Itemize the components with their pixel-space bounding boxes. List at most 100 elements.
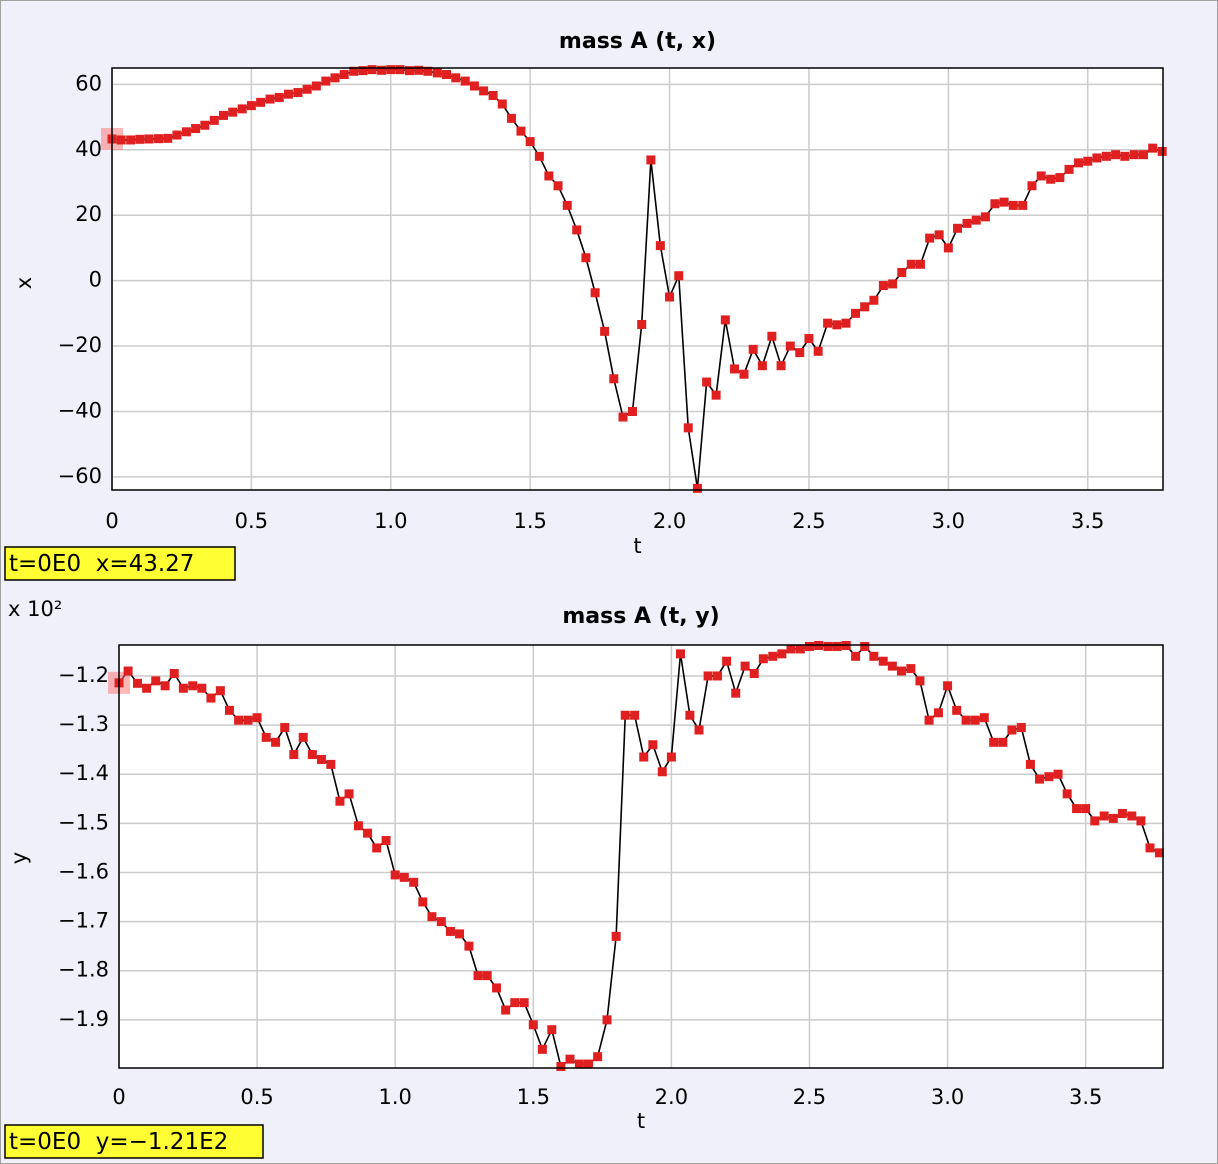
data-point xyxy=(646,155,656,165)
data-point xyxy=(600,326,610,336)
data-point xyxy=(488,90,498,100)
y-tick-label: −20 xyxy=(58,333,102,357)
data-point xyxy=(574,1059,584,1069)
chart-title: mass A (t, y) xyxy=(562,604,719,629)
data-point xyxy=(620,710,630,720)
x-tick-label: 0 xyxy=(112,1085,125,1109)
data-point xyxy=(367,65,377,75)
data-point xyxy=(748,344,758,354)
data-point xyxy=(464,941,474,951)
plot-area xyxy=(119,645,1163,1068)
data-point xyxy=(572,225,582,235)
data-point xyxy=(637,319,647,329)
data-point xyxy=(618,412,628,422)
data-point xyxy=(730,364,740,374)
data-point xyxy=(528,1020,538,1030)
data-point xyxy=(685,710,695,720)
data-point xyxy=(307,750,317,760)
y-tick-label: −1.8 xyxy=(58,958,109,982)
x-tick-label: 3.5 xyxy=(1069,1085,1102,1109)
data-point xyxy=(339,70,349,80)
data-point xyxy=(584,1059,594,1069)
data-point xyxy=(739,369,749,379)
data-point xyxy=(1027,181,1037,191)
x-tick-label: 3.0 xyxy=(931,1085,964,1109)
data-point xyxy=(418,897,428,907)
plot-frame xyxy=(118,644,1164,1069)
data-point xyxy=(501,1005,511,1015)
data-point xyxy=(492,983,502,993)
data-point xyxy=(823,318,833,328)
data-point xyxy=(1053,769,1063,779)
data-point xyxy=(1138,150,1148,160)
data-point xyxy=(1148,143,1158,153)
data-point xyxy=(482,971,492,981)
data-point xyxy=(537,1044,547,1054)
data-point xyxy=(1101,151,1111,161)
data-point xyxy=(731,688,741,698)
data-point xyxy=(970,715,980,725)
data-point xyxy=(565,1054,575,1064)
readout-text: t=0E0 x=43.27 xyxy=(9,551,194,577)
data-point xyxy=(999,197,1009,207)
data-point xyxy=(349,66,359,76)
data-point xyxy=(442,70,452,80)
data-point xyxy=(979,713,989,723)
data-point xyxy=(639,752,649,762)
x-tick-label: 1.5 xyxy=(517,1085,550,1109)
data-point xyxy=(1046,174,1056,184)
data-point xyxy=(888,279,898,289)
data-point xyxy=(832,320,842,330)
data-point xyxy=(1127,811,1137,821)
data-point xyxy=(758,654,768,664)
y-tick-label: −1.5 xyxy=(58,810,109,834)
data-point xyxy=(181,127,191,137)
data-point xyxy=(390,870,400,880)
data-point xyxy=(722,656,732,666)
data-point xyxy=(363,828,373,838)
y-axis-multiplier: x 10² xyxy=(8,597,62,621)
data-point xyxy=(553,181,563,191)
data-point xyxy=(469,81,479,91)
data-point xyxy=(261,732,271,742)
data-point xyxy=(1062,789,1072,799)
data-point xyxy=(924,715,934,725)
x-tick-label: 2.0 xyxy=(653,509,686,533)
data-point xyxy=(1111,150,1121,160)
data-point xyxy=(178,683,188,693)
data-point xyxy=(172,130,182,140)
data-point xyxy=(1008,200,1018,210)
y-tick-label: −60 xyxy=(58,464,102,488)
data-point xyxy=(353,821,363,831)
data-point xyxy=(749,668,759,678)
y-tick-label: −1.3 xyxy=(58,712,109,736)
data-point xyxy=(473,971,483,981)
readout-text: t=0E0 y=−1.21E2 xyxy=(9,1129,228,1155)
data-point xyxy=(160,681,170,691)
data-point xyxy=(869,651,879,661)
data-point xyxy=(326,759,336,769)
data-point xyxy=(151,676,161,686)
data-point xyxy=(804,641,814,651)
data-point xyxy=(126,135,136,145)
data-point xyxy=(860,302,870,312)
data-point xyxy=(246,101,256,111)
data-point xyxy=(427,912,437,922)
data-point xyxy=(657,767,667,777)
data-point xyxy=(971,215,981,225)
data-point xyxy=(915,676,925,686)
data-point xyxy=(767,331,777,341)
data-point xyxy=(998,737,1008,747)
x-tick-label: 0 xyxy=(105,509,118,533)
data-point xyxy=(860,641,870,651)
data-point xyxy=(1081,804,1091,814)
data-point xyxy=(479,86,489,96)
data-point xyxy=(1083,156,1093,166)
data-point xyxy=(593,1052,603,1062)
data-point xyxy=(215,686,225,696)
data-point xyxy=(372,843,382,853)
data-point xyxy=(188,681,198,691)
data-point xyxy=(1018,200,1028,210)
data-point xyxy=(116,135,126,145)
